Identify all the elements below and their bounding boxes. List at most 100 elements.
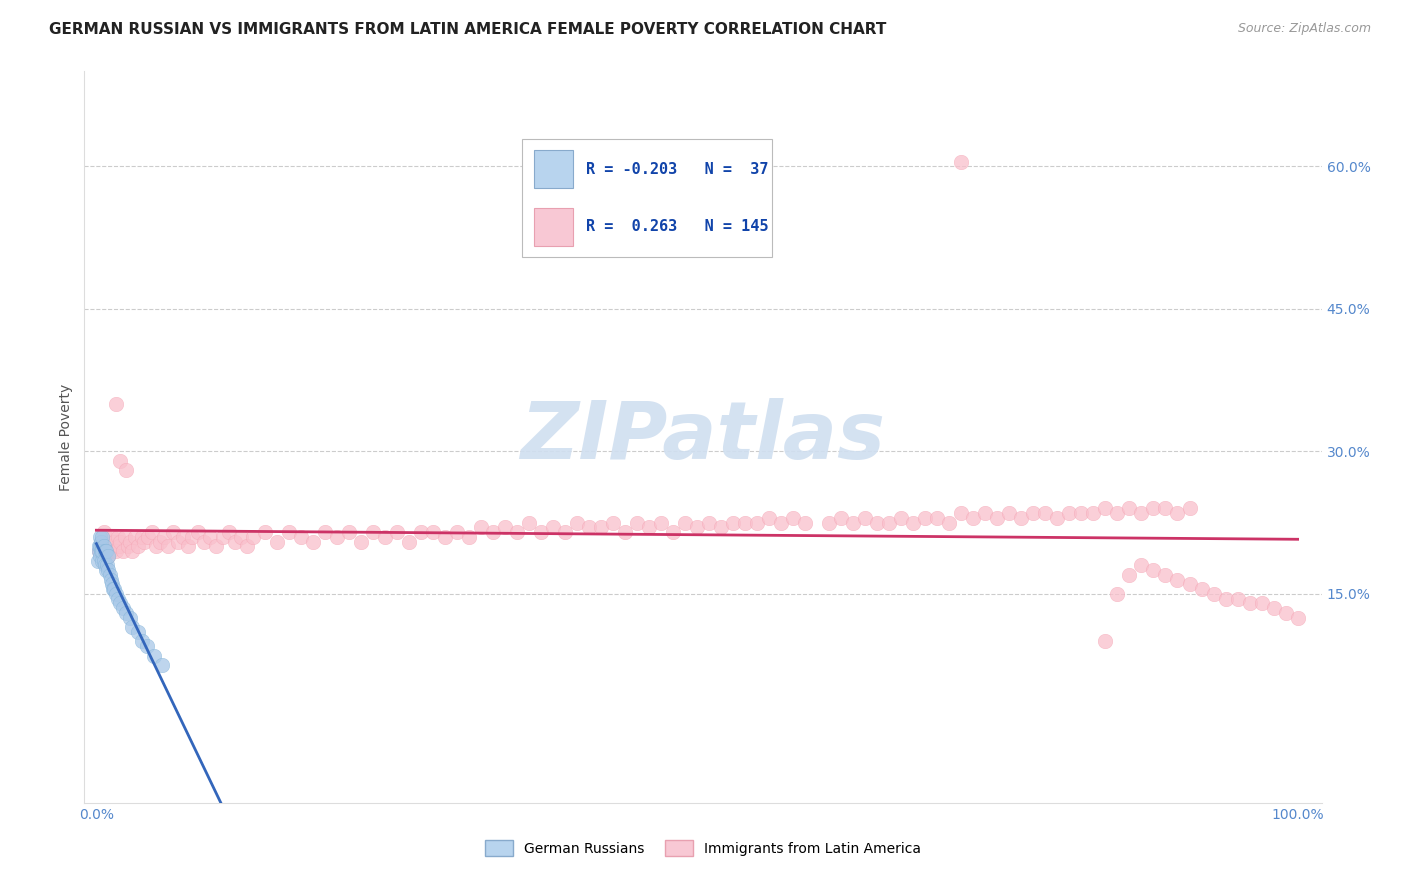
Point — [266, 534, 288, 549]
Point — [176, 539, 198, 553]
Point — [87, 544, 110, 558]
Text: R = -0.203   N =  37: R = -0.203 N = 37 — [585, 161, 768, 177]
Point — [1070, 506, 1092, 520]
Point — [1154, 567, 1177, 582]
Point — [1142, 501, 1164, 516]
Point — [103, 582, 125, 596]
Point — [229, 530, 252, 544]
Point — [152, 658, 174, 673]
Point — [96, 558, 118, 573]
Point — [962, 511, 984, 525]
Point — [433, 530, 456, 544]
Text: Source: ZipAtlas.com: Source: ZipAtlas.com — [1237, 22, 1371, 36]
Point — [104, 587, 127, 601]
Point — [337, 524, 360, 539]
Point — [1250, 596, 1272, 610]
Point — [638, 520, 661, 534]
Point — [134, 534, 156, 549]
Point — [914, 511, 936, 525]
Point — [181, 530, 204, 544]
Point — [398, 534, 420, 549]
Text: R =  0.263   N = 145: R = 0.263 N = 145 — [585, 219, 768, 235]
Point — [124, 530, 146, 544]
Point — [998, 506, 1021, 520]
Point — [127, 624, 149, 639]
Legend: German Russians, Immigrants from Latin America: German Russians, Immigrants from Latin A… — [479, 835, 927, 862]
Point — [97, 563, 120, 577]
Point — [494, 520, 516, 534]
Point — [1166, 573, 1188, 587]
Point — [91, 553, 114, 567]
Point — [98, 539, 121, 553]
Point — [470, 520, 492, 534]
Point — [350, 534, 373, 549]
Point — [662, 524, 685, 539]
Point — [121, 620, 143, 634]
Point — [100, 573, 122, 587]
Point — [93, 524, 115, 539]
Point — [903, 516, 925, 530]
Point — [1083, 506, 1105, 520]
FancyBboxPatch shape — [534, 150, 572, 188]
Point — [94, 544, 117, 558]
Point — [794, 516, 817, 530]
Point — [141, 524, 163, 539]
Point — [114, 530, 136, 544]
Point — [93, 539, 115, 553]
Point — [211, 530, 233, 544]
Point — [385, 524, 408, 539]
Point — [541, 520, 564, 534]
Point — [1215, 591, 1237, 606]
Point — [108, 539, 131, 553]
Point — [86, 553, 108, 567]
Point — [842, 516, 865, 530]
Point — [149, 534, 172, 549]
Point — [950, 154, 973, 169]
Point — [1142, 563, 1164, 577]
Point — [1022, 506, 1045, 520]
Point — [104, 397, 127, 411]
Point — [91, 544, 114, 558]
Point — [1263, 601, 1285, 615]
Point — [818, 516, 841, 530]
Point — [986, 511, 1008, 525]
Point — [938, 516, 960, 530]
Point — [90, 534, 112, 549]
Point — [361, 524, 384, 539]
Point — [1130, 506, 1153, 520]
Point — [1178, 501, 1201, 516]
Point — [481, 524, 503, 539]
Point — [974, 506, 997, 520]
FancyBboxPatch shape — [534, 208, 572, 246]
Point — [89, 539, 111, 553]
Point — [162, 524, 184, 539]
Point — [135, 639, 157, 653]
Point — [127, 539, 149, 553]
Point — [101, 577, 124, 591]
Point — [94, 544, 117, 558]
Point — [121, 544, 143, 558]
Point — [686, 520, 709, 534]
Point — [90, 544, 112, 558]
Point — [115, 606, 138, 620]
Point — [118, 610, 141, 624]
Point — [721, 516, 744, 530]
Point — [253, 524, 276, 539]
Point — [301, 534, 323, 549]
Point — [1274, 606, 1296, 620]
Point — [1094, 501, 1116, 516]
Point — [1191, 582, 1213, 596]
Point — [91, 530, 114, 544]
Point — [205, 539, 228, 553]
Point — [187, 524, 209, 539]
Point — [87, 544, 110, 558]
Point — [200, 530, 222, 544]
Point — [697, 516, 720, 530]
Point — [890, 511, 912, 525]
Point — [602, 516, 624, 530]
Point — [107, 530, 129, 544]
Point — [745, 516, 768, 530]
Point — [650, 516, 672, 530]
Point — [457, 530, 479, 544]
Point — [1033, 506, 1056, 520]
